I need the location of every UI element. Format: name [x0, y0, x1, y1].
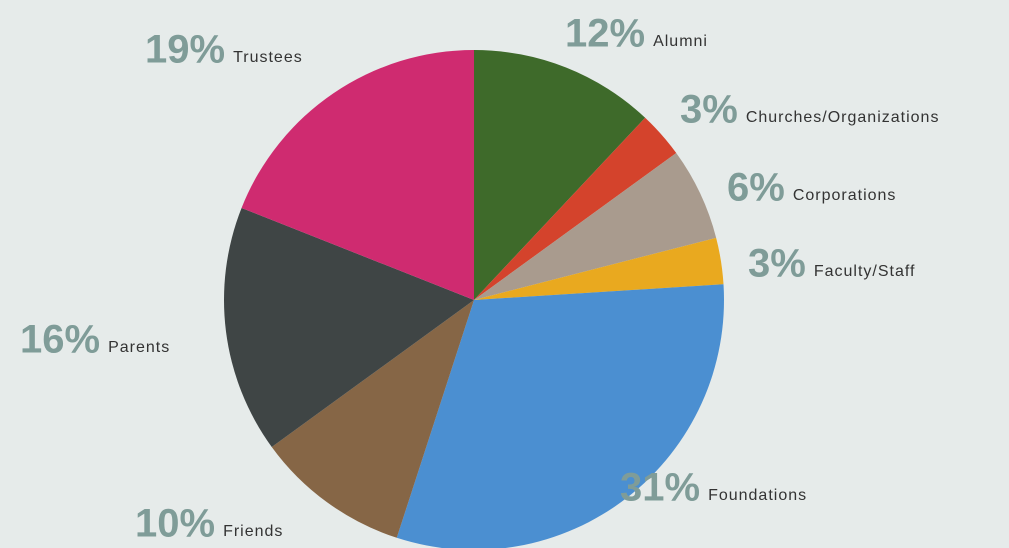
value-label: 16%	[20, 318, 100, 362]
value-label: 12%	[565, 12, 645, 56]
value-label: 3%	[748, 242, 806, 286]
slice-label: Trustees	[233, 49, 303, 66]
slice-label: Parents	[108, 339, 170, 356]
value-label: 6%	[727, 166, 785, 210]
slice-label: Faculty/Staff	[814, 263, 916, 280]
slice-label: Friends	[223, 523, 283, 540]
slice-label: Foundations	[708, 487, 807, 504]
chart: 12% Alumni 3% Churches/Organizations 6% Corpo…	[0, 0, 1009, 548]
value-label: 19%	[145, 28, 225, 72]
value-label: 3%	[680, 88, 738, 132]
slice-label: Alumni	[653, 33, 708, 50]
value-label: 10%	[135, 502, 215, 546]
value-label: 31%	[620, 466, 700, 510]
slice-label: Churches/Organizations	[746, 109, 940, 126]
slice-label: Corporations	[793, 187, 897, 204]
